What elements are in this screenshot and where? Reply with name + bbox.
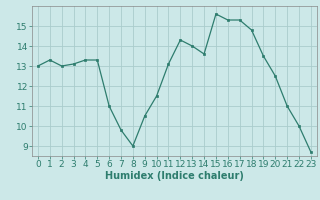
X-axis label: Humidex (Indice chaleur): Humidex (Indice chaleur)	[105, 171, 244, 181]
